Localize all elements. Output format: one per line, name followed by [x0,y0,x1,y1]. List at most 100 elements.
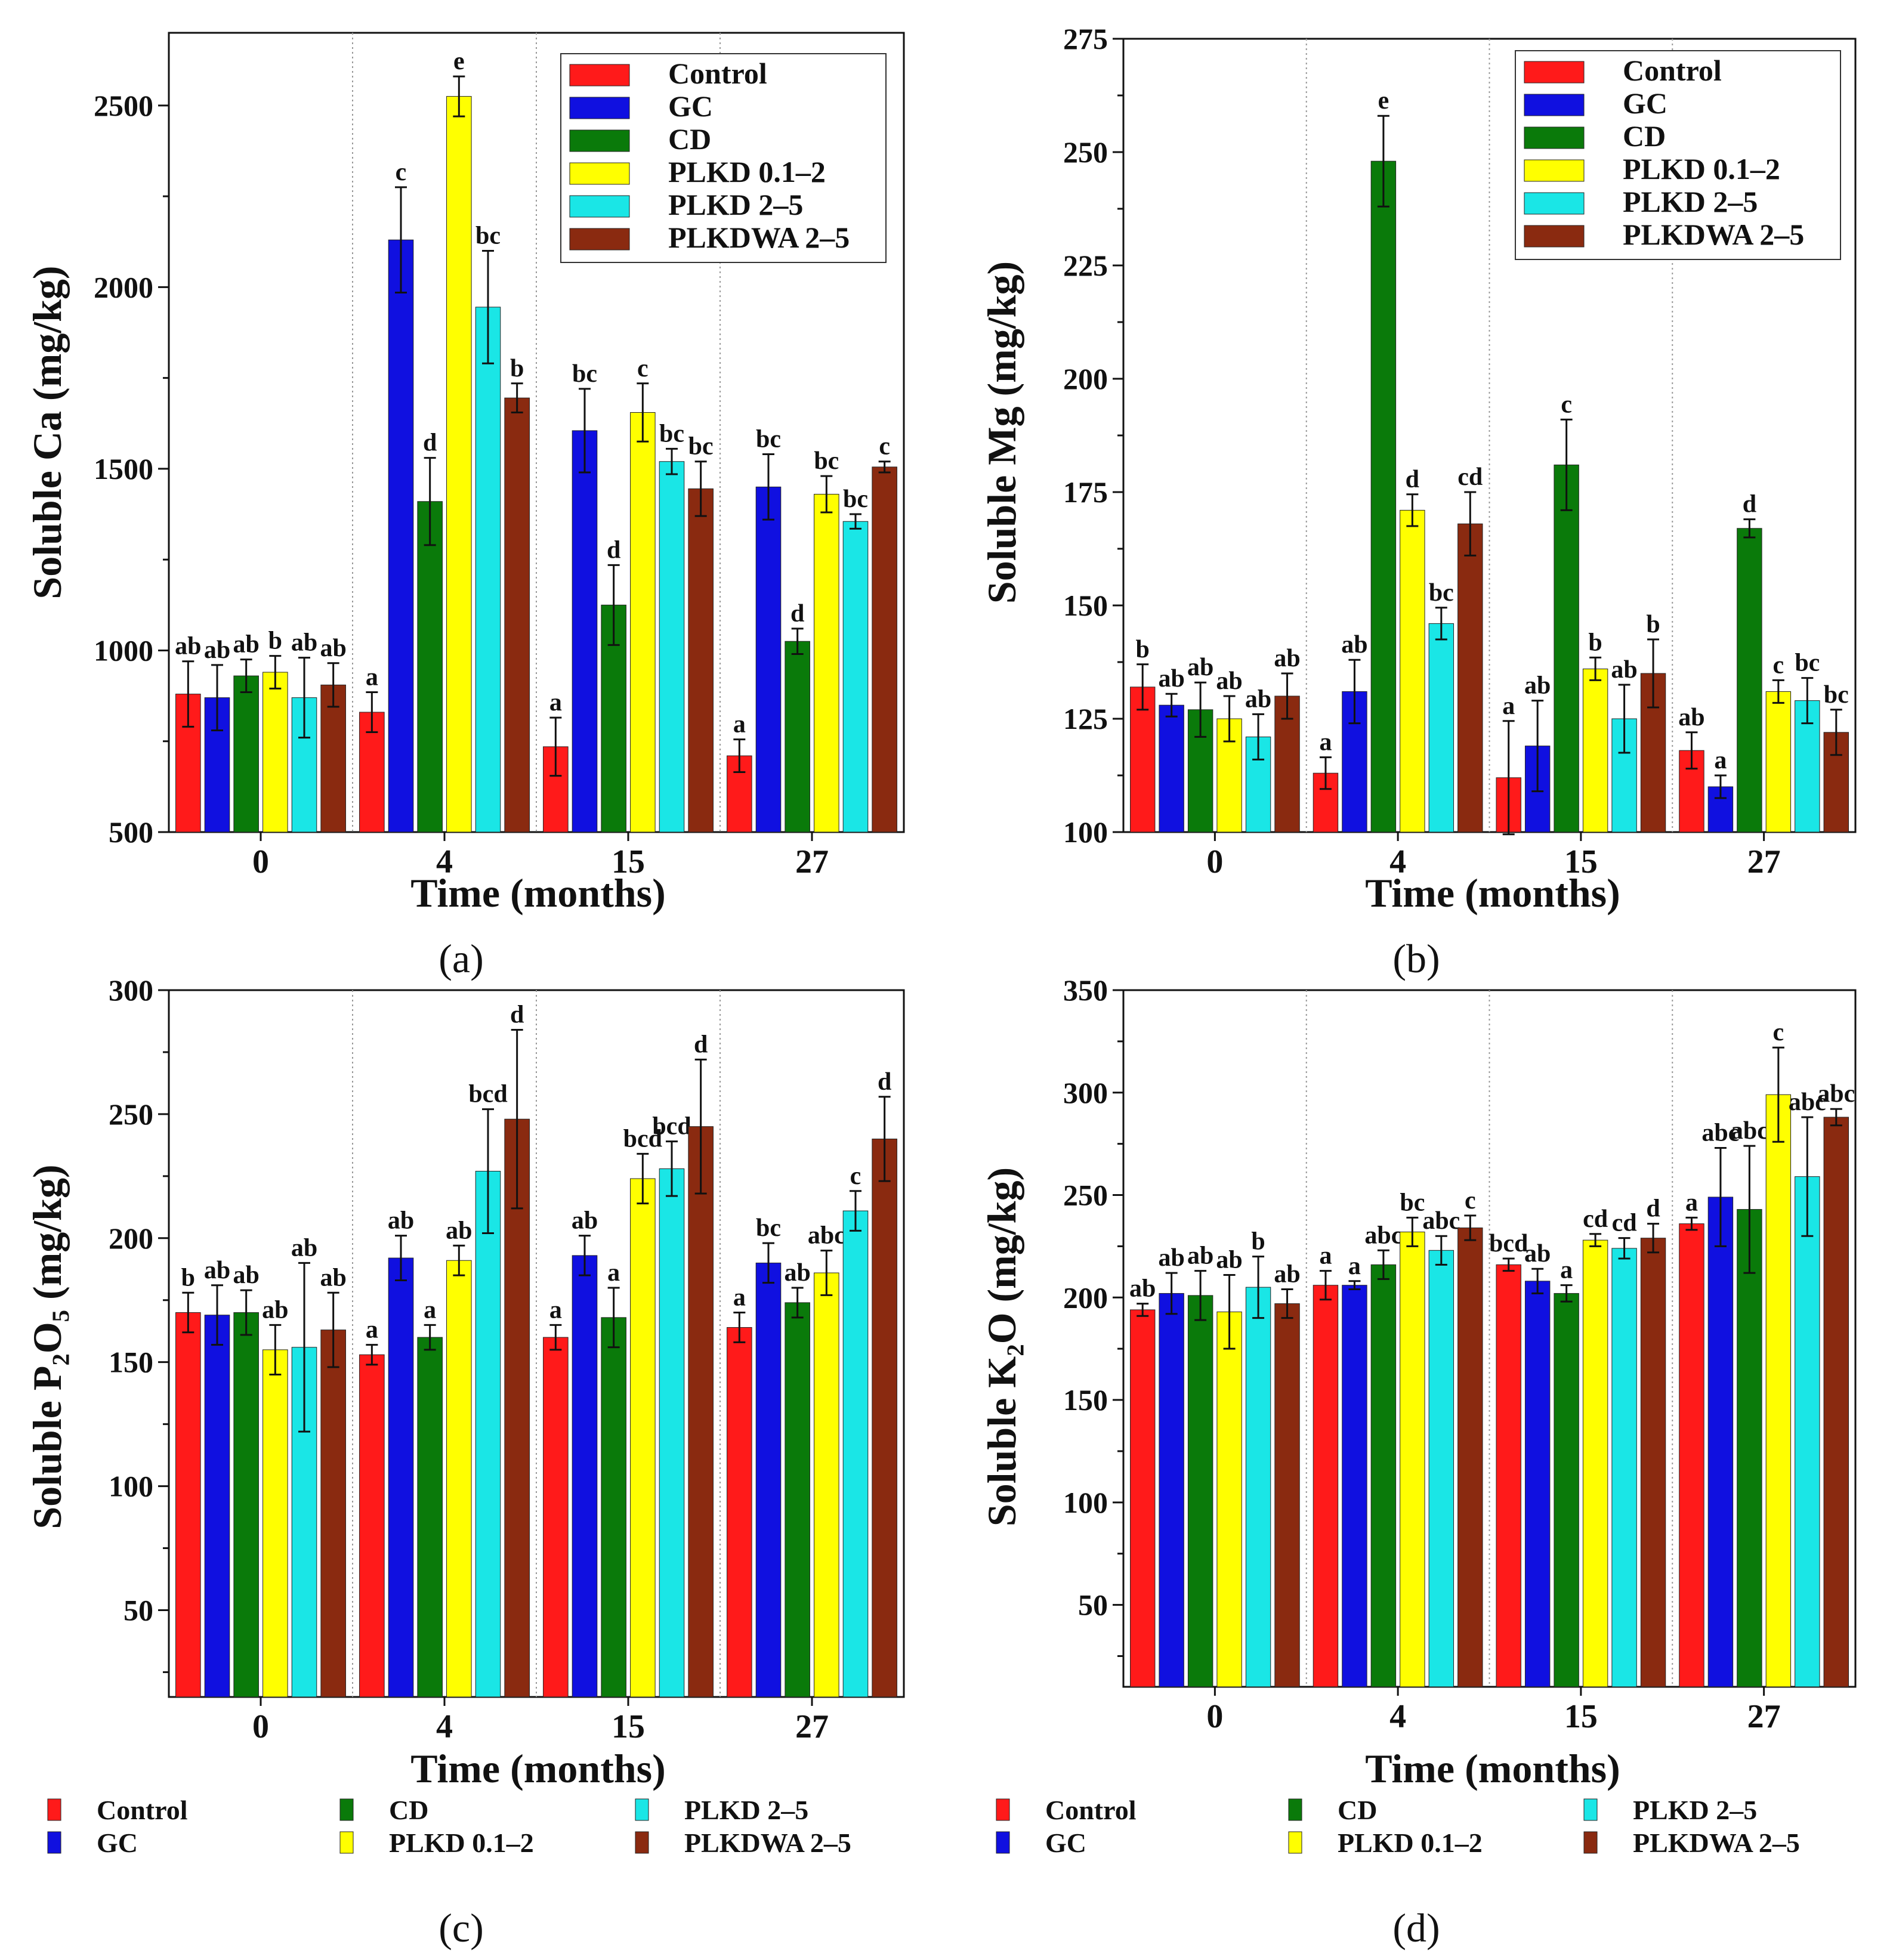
significance-letter: cd [1583,1205,1608,1233]
significance-letter: c [1773,651,1784,679]
significance-letter: ab [1611,656,1637,684]
legend-label: PLKDWA 2–5 [684,1828,851,1858]
significance-letter: a [1348,1253,1361,1280]
significance-letter: a [1319,1242,1332,1270]
significance-letter: c [1465,1187,1476,1214]
bar [1428,623,1455,833]
bar [1400,509,1425,833]
y-tick-label: 150 [1063,1383,1108,1417]
significance-letter: ab [291,629,317,657]
significance-letter: a [733,1284,746,1312]
bar [1795,1176,1820,1687]
bar [1554,464,1579,833]
legend-swatch [1524,126,1585,149]
bar [233,675,259,833]
bar [814,1272,839,1698]
bar [659,1168,685,1698]
bar [1795,700,1820,833]
bar [204,1315,230,1698]
significance-letter: ab [1187,1242,1213,1270]
legend-label: Control [97,1795,188,1825]
y-tick-label: 200 [1063,1281,1108,1314]
significance-letter: ab [291,1234,317,1262]
significance-letter: a [1560,1257,1573,1284]
legend-label: PLKD 0.1–2 [1623,152,1780,186]
x-tick-label: 15 [612,843,645,880]
significance-letter: a [1502,693,1515,720]
legend-swatch [996,1831,1010,1854]
legend-label: PLKDWA 2–5 [1623,218,1804,251]
significance-letter: d [1646,1195,1660,1223]
significance-letter: ab [1216,1247,1242,1274]
significance-letter: c [1561,391,1572,418]
significance-letter: bcd [468,1081,507,1108]
legend-swatch [569,195,630,218]
bar [1313,772,1339,833]
significance-letter: d [790,600,804,627]
bar [446,1260,472,1698]
significance-letter: ab [1158,1244,1184,1272]
bar [785,641,810,833]
bar [688,1126,714,1698]
bar [1370,1264,1397,1687]
legend-label: CD [389,1795,428,1825]
legend-label: GC [97,1828,138,1858]
significance-letter: bc [843,486,868,513]
y-axis-label: Soluble Ca (mg/kg) [24,265,70,599]
legend-swatch [1524,94,1585,116]
y-tick-label: 250 [109,1098,153,1131]
bar [359,712,385,833]
bar [842,521,869,833]
x-tick-label: 15 [1564,1698,1598,1735]
x-tick-label: 27 [1747,843,1781,880]
significance-letter: bcd [1489,1230,1528,1257]
legend-swatch [1288,1798,1302,1821]
significance-letter: bcd [652,1113,691,1140]
legend-label: PLKDWA 2–5 [668,221,850,254]
bar [475,307,501,833]
significance-letter: b [1588,629,1602,656]
legend-label: CD [668,122,711,156]
significance-letter: b [510,355,524,382]
legend-label: Control [1623,54,1722,87]
significance-letter: ab [1129,1275,1156,1303]
significance-letter: e [453,48,465,75]
x-tick-label: 0 [252,843,269,880]
panel-a: Soluble Ca (mg/kg) Time (months) (a) 500… [24,32,905,981]
legend-label: PLKDWA 2–5 [1633,1828,1800,1858]
significance-letter: ab [1678,704,1704,731]
bar [1457,1227,1483,1687]
y-tick-label: 2000 [94,270,153,304]
significance-letter: a [549,689,562,716]
panel-caption: (d) [1392,1905,1440,1950]
bar [1765,691,1792,833]
significance-letter: ab [572,1207,598,1235]
legend-swatch [635,1798,649,1821]
significance-letter: ab [1216,667,1242,695]
significance-letter: bc [756,1214,781,1242]
bar [1582,1239,1608,1687]
bar [233,1312,259,1698]
legend-label: PLKD 0.1–2 [1338,1828,1483,1858]
bar [175,1312,201,1698]
legend-swatch [1583,1831,1598,1854]
significance-letter: ab [262,1296,288,1324]
significance-letter: ab [1524,672,1551,700]
significance-letter: abc [1701,1120,1739,1147]
legend-label: GC [1623,86,1667,120]
significance-letter: a [549,1296,562,1324]
legend-swatch [1524,159,1585,182]
significance-letter: e [1378,87,1389,115]
bar [1737,528,1762,833]
legend-label: PLKD 2–5 [1633,1795,1757,1825]
bar [1640,1238,1666,1687]
bar [1370,160,1397,833]
significance-letter: abc [1731,1117,1768,1145]
bar [872,1138,897,1698]
bar [320,1330,346,1698]
significance-letter: abc [1789,1089,1826,1116]
bar [1611,1248,1637,1687]
bar [175,694,201,833]
significance-letter: c [637,355,649,382]
bar [1707,1197,1734,1687]
